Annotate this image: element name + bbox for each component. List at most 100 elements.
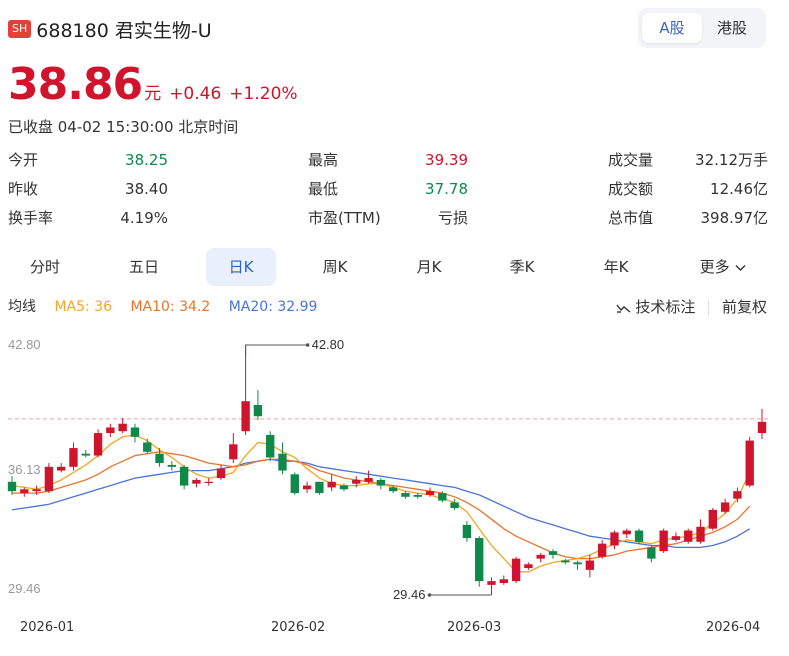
- tab-more[interactable]: 更多: [680, 248, 766, 286]
- candle-body: [696, 526, 705, 542]
- candle-body: [44, 466, 54, 492]
- stat-value: 12.46亿: [710, 180, 768, 198]
- max-annotation-dot: [305, 343, 310, 347]
- candle-body: [622, 530, 631, 535]
- candle-body: [327, 481, 336, 488]
- candle-body: [179, 466, 189, 486]
- candle-body: [290, 474, 299, 494]
- candle-body: [278, 453, 287, 471]
- candle-body: [511, 558, 521, 582]
- price-change: +0.46: [169, 84, 222, 104]
- ma5-value: MA5: 36: [54, 299, 112, 315]
- stat-value: 亏损: [437, 209, 468, 227]
- stat-value: 38.25: [125, 151, 168, 169]
- ma-legend: 均线 MA5: 36 MA10: 34.2 MA20: 32.99: [8, 296, 331, 316]
- ma20-value: MA20: 32.99: [228, 299, 318, 315]
- adjust-toggle[interactable]: 前复权: [721, 298, 767, 316]
- tech-annotation-label: 技术标注: [635, 298, 696, 316]
- stat-value: 37.78: [425, 180, 468, 198]
- tab-hk-share[interactable]: 港股: [716, 19, 747, 37]
- stat-label: 今开: [8, 151, 39, 169]
- tab-intraday[interactable]: 分时: [29, 258, 60, 276]
- candle-body: [671, 536, 681, 540]
- chevron-down-icon: [735, 264, 746, 271]
- candle-body: [659, 530, 668, 552]
- stat-value: 32.12万手: [695, 151, 768, 169]
- ma10-value: MA10: 34.2: [130, 299, 211, 315]
- candle-body: [253, 404, 263, 417]
- ma20-line: [11, 458, 751, 549]
- tab-yearly-k[interactable]: 年K: [603, 258, 629, 276]
- candle-body: [364, 478, 373, 482]
- min-annotation-dot: [427, 593, 432, 597]
- stat-label: 最低: [308, 180, 339, 198]
- ma-label: 均线: [8, 299, 36, 315]
- candle-body: [32, 489, 41, 492]
- candle-body: [167, 464, 177, 467]
- stat-label: 成交额: [608, 180, 654, 198]
- max-annotation-label: 42.80: [312, 337, 345, 352]
- y-tick-label: 42.80: [8, 337, 41, 352]
- candle-body: [487, 581, 496, 585]
- x-label-feb: 2026-02: [271, 620, 326, 635]
- candle-body: [425, 491, 435, 495]
- market-switch: A股 港股: [638, 8, 766, 48]
- x-label-apr: 2026-04: [706, 620, 761, 635]
- candle-body: [548, 551, 558, 555]
- candle-body: [450, 502, 459, 509]
- candle-body: [475, 538, 484, 582]
- candle-body: [352, 479, 361, 484]
- stat-label: 成交量: [608, 151, 654, 169]
- tab-more-label: 更多: [699, 258, 730, 276]
- tab-daily-k[interactable]: 日K: [206, 248, 276, 286]
- candle-body: [634, 530, 644, 542]
- stat-value: 4.19%: [120, 209, 168, 227]
- y-tick-label: 29.46: [8, 581, 41, 596]
- candle-body: [462, 524, 472, 539]
- stat-value: 38.40: [125, 180, 168, 198]
- stat-label: 总市值: [608, 209, 654, 227]
- stat-label: 换手率: [8, 209, 54, 227]
- tab-a-share[interactable]: A股: [642, 13, 702, 43]
- candle-body: [757, 421, 767, 434]
- tab-weekly-k[interactable]: 周K: [322, 258, 348, 276]
- candlestick-chart[interactable]: 42.80 36.13 29.46 42.80 29.46: [0, 325, 789, 610]
- price-block: 38.86 元 +0.46 +1.20%: [8, 60, 306, 110]
- max-annotation-line: [245, 344, 308, 357]
- market-status: 已收盘 04-02 15:30:00 北京时间: [8, 118, 239, 136]
- candle-body: [745, 440, 754, 486]
- candle-body: [401, 493, 410, 497]
- candle-body: [81, 453, 90, 456]
- tab-quarterly-k[interactable]: 季K: [509, 258, 535, 276]
- candle-body: [69, 448, 78, 467]
- candle-body: [155, 453, 164, 464]
- tech-annotation-toggle[interactable]: 技术标注: [616, 298, 701, 316]
- candle-body: [192, 479, 201, 484]
- chart-tools: 技术标注 前复权: [616, 296, 767, 317]
- ma5-line: [11, 434, 751, 573]
- stat-value: 398.97亿: [700, 209, 769, 227]
- y-tick-label: 36.13: [8, 462, 41, 477]
- candle-body: [708, 509, 717, 529]
- price-unit: 元: [144, 84, 162, 104]
- candle-body: [499, 579, 508, 584]
- candle-body: [438, 493, 447, 501]
- candle-body: [597, 543, 607, 557]
- market-badge: SH: [8, 20, 32, 38]
- candle-body: [93, 433, 103, 456]
- candle-body: [315, 481, 324, 494]
- annotation-icon: [616, 304, 631, 313]
- x-label-mar: 2026-03: [447, 620, 502, 635]
- stock-header: SH 688180 君实生物-U: [8, 14, 212, 44]
- candle-body: [7, 481, 17, 492]
- candle-body: [216, 468, 226, 479]
- divider: [708, 300, 710, 315]
- stat-label: 最高: [308, 151, 339, 169]
- tab-monthly-k[interactable]: 月K: [416, 258, 442, 276]
- tab-five-day[interactable]: 五日: [128, 258, 159, 276]
- candle-body: [610, 532, 619, 546]
- current-price: 38.86: [8, 59, 143, 110]
- stock-title: 688180 君实生物-U: [36, 19, 212, 42]
- stat-value: 39.39: [425, 151, 468, 169]
